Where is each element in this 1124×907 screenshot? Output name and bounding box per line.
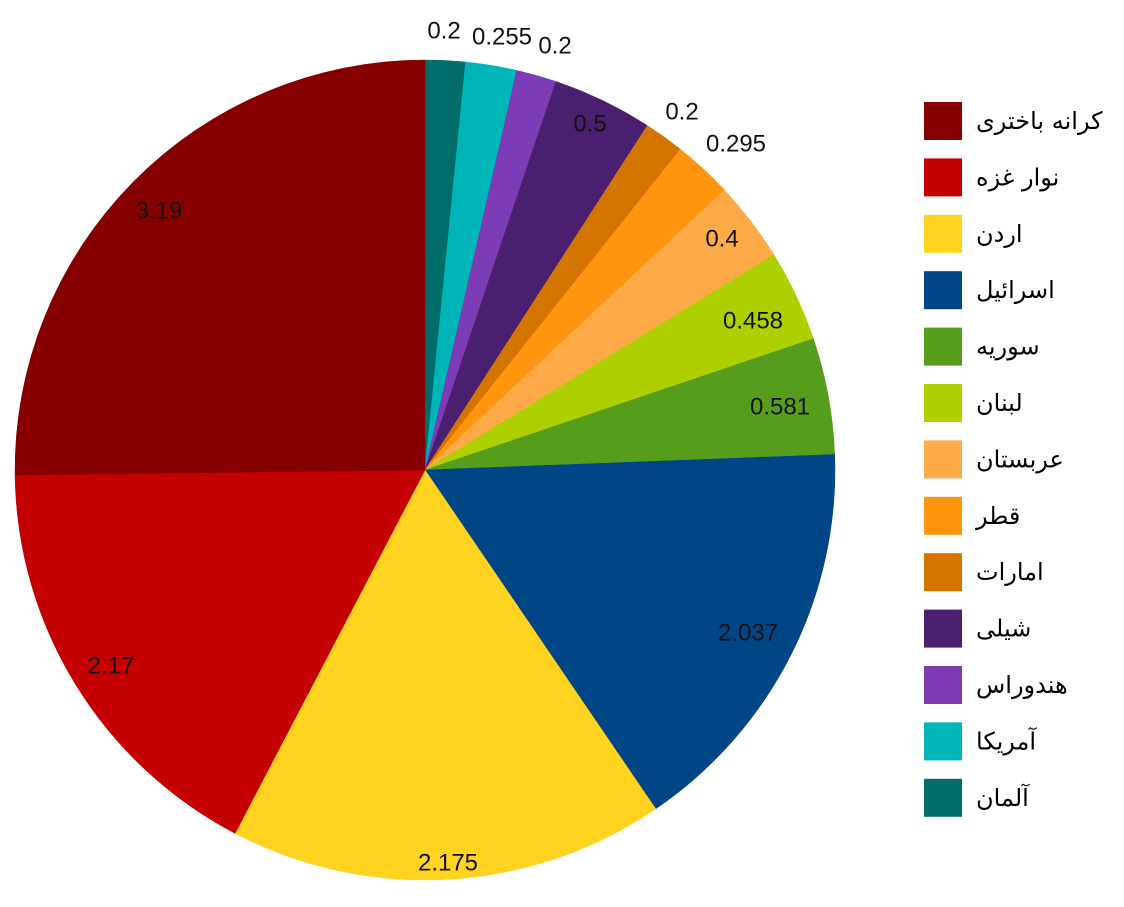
legend-item: کرانه باختری — [924, 102, 1103, 140]
legend-swatch — [924, 327, 962, 366]
slice-value-label: 0.581 — [750, 393, 810, 420]
legend-item: عربستان — [924, 440, 1064, 479]
legend-swatch — [924, 102, 962, 140]
slice-value-label: 0.2 — [538, 32, 571, 59]
legend-label: شیلی — [976, 615, 1031, 643]
slice-value-label: 0.5 — [573, 110, 606, 137]
legend-label: امارات — [976, 558, 1044, 586]
legend-swatch — [924, 384, 962, 422]
legend-item: هندوراس — [924, 666, 1068, 704]
slice-value-labels: 0.2 0.255 0.20.5 0.20.2950.40.4580.5812.037… — [88, 17, 810, 876]
legend-swatch — [924, 214, 962, 253]
legend-label: قطر — [975, 502, 1020, 530]
legend-label: سوریه — [976, 333, 1040, 361]
slice-value-label: 0.4 — [705, 225, 738, 252]
legend-label: اردن — [976, 220, 1023, 248]
pie-slice-13 — [14, 59, 426, 476]
legend-item: اردن — [924, 214, 1023, 253]
slice-value-label: 0.2 — [665, 98, 698, 125]
slice-value-label: 2.175 — [418, 849, 478, 876]
slice-value-label: 3.19 — [136, 197, 183, 224]
legend-swatch — [924, 666, 962, 704]
legend-swatch — [924, 722, 962, 761]
legend-item: شیلی — [924, 609, 1031, 648]
slice-value-label: 0.2 — [427, 17, 460, 44]
legend-swatch — [924, 158, 962, 197]
legend-label: عربستان — [976, 445, 1064, 473]
slice-value-label: 2.17 — [88, 652, 135, 679]
legend-label: آلمان — [976, 783, 1030, 812]
legend-swatch — [924, 440, 962, 479]
legend-label: آمریکا — [976, 726, 1037, 755]
legend-label: لبنان — [976, 389, 1023, 417]
legend-label: کرانه باختری — [976, 107, 1103, 135]
legend-label: اسرائیل — [976, 276, 1055, 304]
pie-slice-10 — [424, 454, 836, 810]
slice-value-label: 2.037 — [718, 619, 778, 646]
legend-swatch — [924, 609, 962, 648]
legend-item: سوریه — [924, 327, 1040, 366]
legend-item: آلمان — [924, 778, 1030, 817]
pie-slices — [14, 59, 836, 881]
legend-swatch — [924, 778, 962, 817]
slice-value-label: 0.255 — [472, 23, 532, 50]
legend-item: آمریکا — [924, 722, 1037, 761]
legend-item: امارات — [924, 553, 1044, 592]
pie-slice-11 — [234, 469, 657, 881]
legend-label: نوار غزه — [976, 163, 1059, 191]
legend-swatch — [924, 496, 962, 535]
legend-label: هندوراس — [976, 671, 1068, 699]
legend-item: قطر — [924, 496, 1020, 535]
legend-item: لبنان — [924, 384, 1023, 422]
legend-swatch — [924, 553, 962, 592]
legend-item: نوار غزه — [924, 158, 1059, 197]
legend-swatch — [924, 271, 962, 310]
slice-value-label: 0.458 — [723, 307, 783, 334]
pie-slice-12 — [14, 469, 426, 834]
slice-value-label: 0.295 — [706, 130, 766, 157]
legend: کرانه باختری نوار غزه اردن اسرائیل سوریه لبنا… — [924, 102, 1103, 817]
legend-item: اسرائیل — [924, 271, 1055, 310]
